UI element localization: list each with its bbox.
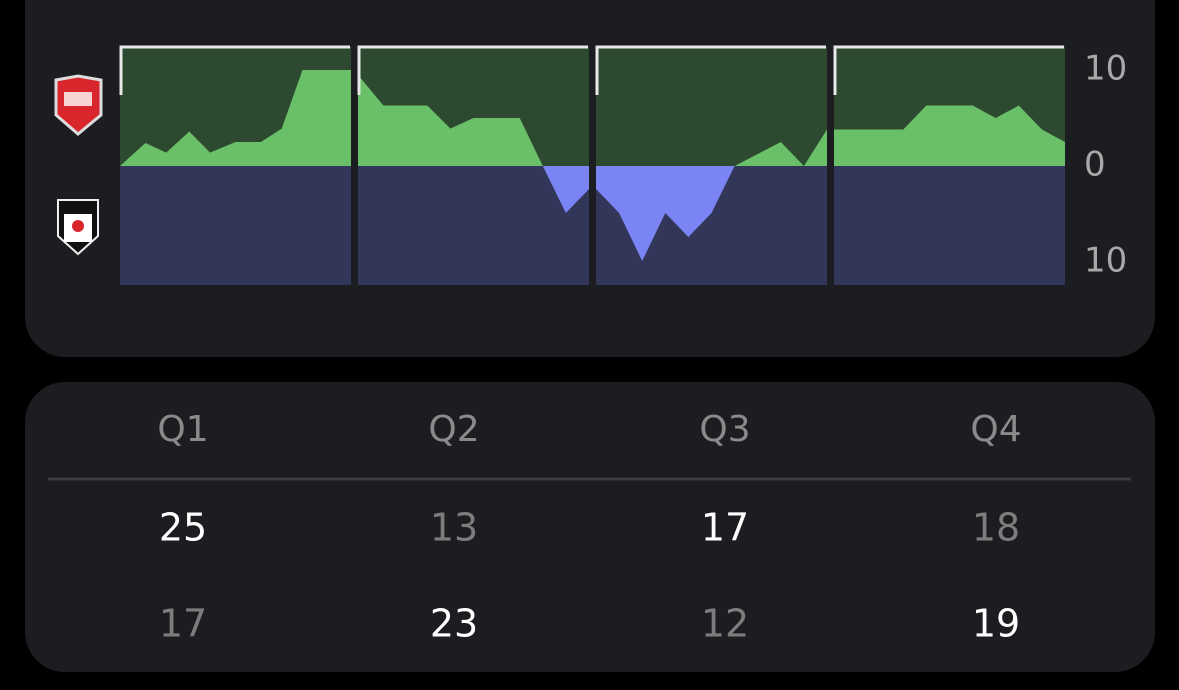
quarter-label: Q3 [699, 409, 750, 450]
y-tick-label: 10 [1084, 240, 1127, 280]
away-logo [57, 199, 99, 256]
quarter-score: 13 [430, 506, 478, 550]
home-logo [54, 74, 103, 136]
period-bracket [595, 45, 826, 95]
quarter-score: 18 [972, 506, 1020, 550]
lead-area [834, 105, 1065, 166]
quarter-label: Q1 [157, 409, 208, 450]
lead-area [120, 70, 351, 166]
quarter-score: 17 [159, 602, 207, 646]
quarter-score: 23 [430, 602, 478, 646]
y-tick-label: 0 [1084, 145, 1106, 185]
period-bracket [357, 45, 588, 95]
trail-area [596, 166, 827, 262]
quarter-label: Q2 [428, 409, 479, 450]
quarter-score: 17 [701, 506, 749, 550]
period-bracket [833, 45, 1064, 95]
trail-area [358, 166, 589, 214]
panel-top [596, 47, 827, 166]
lead-area [596, 129, 827, 166]
panel-bottom [120, 166, 351, 285]
quarter-score: 25 [159, 506, 207, 550]
momentum-chart: 10 0 10 [119, 45, 1127, 285]
score-table: Q1 Q2 Q3 Q4 25 13 17 18 17 23 12 19 [157, 409, 1021, 646]
y-tick-label: 10 [1084, 49, 1127, 89]
period-bracket [119, 45, 350, 95]
panel-bottom [834, 166, 1065, 285]
quarter-label: Q4 [970, 409, 1021, 450]
quarter-score: 19 [972, 602, 1020, 646]
score-card [25, 382, 1155, 672]
quarter-score: 12 [701, 602, 749, 646]
panel-bottom [358, 166, 589, 285]
lead-area [358, 74, 589, 166]
